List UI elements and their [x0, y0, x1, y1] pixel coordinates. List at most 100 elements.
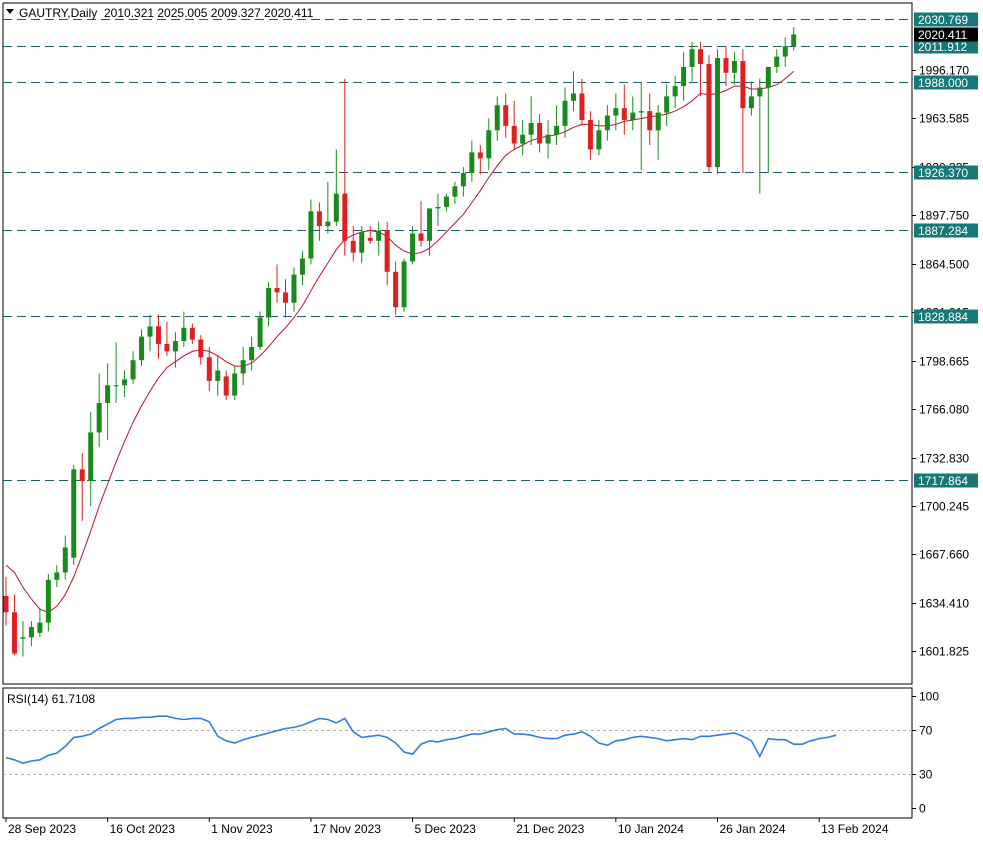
- candle[interactable]: [139, 329, 145, 367]
- candle-body: [545, 134, 551, 144]
- candle[interactable]: [181, 311, 187, 347]
- candle[interactable]: [325, 181, 331, 234]
- candle-body: [376, 230, 382, 241]
- candle[interactable]: [706, 55, 712, 174]
- candle[interactable]: [299, 251, 305, 286]
- candle[interactable]: [443, 193, 449, 212]
- candle[interactable]: [367, 226, 373, 244]
- candle[interactable]: [723, 46, 729, 87]
- candle[interactable]: [333, 149, 339, 227]
- candle[interactable]: [410, 226, 416, 265]
- candle[interactable]: [316, 202, 322, 241]
- candle[interactable]: [655, 105, 661, 160]
- candle[interactable]: [384, 221, 390, 286]
- candle[interactable]: [774, 49, 780, 73]
- candle[interactable]: [45, 573, 51, 632]
- candle[interactable]: [460, 167, 466, 197]
- candle[interactable]: [672, 75, 678, 109]
- candle[interactable]: [113, 342, 119, 403]
- candle[interactable]: [621, 84, 627, 135]
- candle[interactable]: [596, 119, 602, 156]
- candle[interactable]: [452, 181, 458, 204]
- candle[interactable]: [342, 78, 348, 256]
- candle[interactable]: [714, 49, 720, 175]
- candle[interactable]: [647, 93, 653, 146]
- candle[interactable]: [62, 535, 68, 580]
- candle[interactable]: [189, 323, 195, 344]
- candle[interactable]: [791, 27, 797, 51]
- candle[interactable]: [503, 93, 509, 138]
- candle[interactable]: [545, 119, 551, 159]
- candle[interactable]: [155, 314, 161, 359]
- candle[interactable]: [587, 111, 593, 160]
- candle[interactable]: [3, 576, 9, 626]
- candle[interactable]: [638, 81, 644, 171]
- candle[interactable]: [71, 464, 77, 566]
- candle[interactable]: [469, 140, 475, 182]
- candle[interactable]: [164, 321, 170, 356]
- candle[interactable]: [418, 201, 424, 247]
- candle-body: [503, 105, 509, 126]
- candle[interactable]: [427, 208, 432, 256]
- candle[interactable]: [562, 87, 568, 138]
- candle[interactable]: [215, 355, 221, 396]
- candle[interactable]: [308, 199, 314, 265]
- candle[interactable]: [698, 41, 704, 97]
- header-dropdown-icon[interactable]: [6, 9, 14, 14]
- candle[interactable]: [604, 105, 610, 141]
- candle[interactable]: [757, 78, 763, 194]
- candle[interactable]: [748, 81, 754, 116]
- candle[interactable]: [664, 84, 670, 126]
- candle[interactable]: [20, 621, 26, 657]
- candle[interactable]: [520, 119, 526, 156]
- candle[interactable]: [223, 370, 229, 401]
- candle[interactable]: [782, 37, 788, 67]
- candle[interactable]: [122, 370, 128, 398]
- candle[interactable]: [266, 282, 272, 327]
- candle[interactable]: [54, 565, 60, 588]
- candle[interactable]: [350, 226, 356, 262]
- candle[interactable]: [681, 52, 687, 101]
- candle[interactable]: [401, 258, 407, 312]
- candle[interactable]: [393, 261, 399, 315]
- candle[interactable]: [147, 314, 153, 352]
- candle[interactable]: [494, 96, 500, 141]
- candle[interactable]: [689, 41, 695, 82]
- candle[interactable]: [88, 411, 94, 507]
- candle[interactable]: [731, 52, 737, 85]
- candle[interactable]: [206, 346, 212, 392]
- candle[interactable]: [528, 96, 534, 146]
- candle[interactable]: [376, 221, 382, 256]
- candle[interactable]: [232, 366, 238, 401]
- candle[interactable]: [11, 594, 17, 655]
- candle[interactable]: [554, 105, 560, 146]
- candle[interactable]: [198, 335, 204, 365]
- candle[interactable]: [630, 96, 636, 131]
- candle[interactable]: [477, 145, 483, 175]
- candle[interactable]: [130, 351, 136, 384]
- candle[interactable]: [249, 336, 255, 371]
- candle[interactable]: [28, 621, 34, 647]
- candle[interactable]: [257, 311, 263, 350]
- candle[interactable]: [435, 193, 441, 227]
- candle[interactable]: [359, 226, 365, 263]
- candle[interactable]: [511, 100, 517, 150]
- candle[interactable]: [579, 78, 585, 126]
- candle[interactable]: [570, 71, 576, 112]
- candle[interactable]: [486, 118, 492, 171]
- candle[interactable]: [765, 66, 771, 174]
- candle[interactable]: [37, 607, 43, 638]
- candle[interactable]: [240, 346, 246, 386]
- candle[interactable]: [79, 453, 85, 521]
- candle[interactable]: [105, 363, 111, 440]
- candle[interactable]: [613, 93, 619, 131]
- candle[interactable]: [274, 264, 280, 303]
- candle[interactable]: [740, 49, 746, 174]
- candle[interactable]: [291, 267, 297, 312]
- candle[interactable]: [172, 332, 178, 368]
- candle[interactable]: [537, 114, 543, 153]
- candle[interactable]: [283, 279, 289, 318]
- candle[interactable]: [96, 373, 102, 448]
